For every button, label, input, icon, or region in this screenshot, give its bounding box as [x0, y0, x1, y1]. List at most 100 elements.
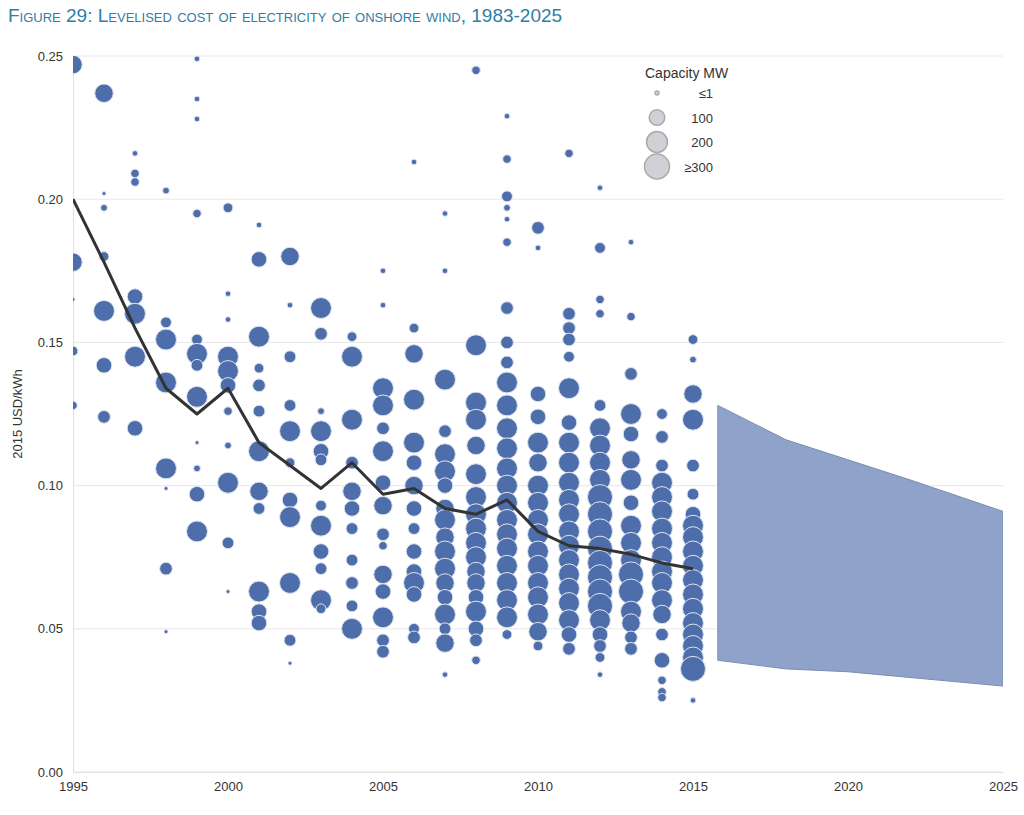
grid-line	[73, 342, 1003, 343]
bubble	[73, 253, 82, 271]
bubble	[439, 623, 451, 635]
bubble	[379, 542, 387, 550]
bubble	[503, 155, 511, 163]
tick-label: 0.25	[38, 49, 63, 64]
bubble	[282, 492, 298, 508]
bubble	[187, 521, 208, 542]
bubble	[284, 634, 296, 646]
bubble	[497, 395, 518, 416]
bubble	[156, 458, 177, 479]
bubble	[73, 297, 75, 301]
bubble	[408, 523, 420, 535]
bubble	[373, 441, 394, 462]
bubble	[529, 622, 547, 640]
bubble	[226, 590, 230, 594]
tick-label: 2010	[524, 779, 553, 794]
bubble	[73, 401, 77, 409]
bubble	[404, 432, 425, 453]
bubble	[311, 421, 332, 442]
bubble	[406, 544, 422, 560]
tick-label: 2005	[369, 779, 398, 794]
bubble	[377, 634, 390, 647]
bubble	[533, 641, 543, 651]
bubble	[225, 291, 231, 297]
tick-label: 0.20	[38, 192, 63, 207]
legend-marker	[655, 91, 659, 95]
bubble	[529, 453, 547, 471]
x-axis: 1995200020052010201520202025	[59, 772, 1018, 794]
bubble	[315, 563, 327, 575]
y-tick: 0.25	[38, 49, 73, 64]
bubble	[223, 203, 233, 213]
bubbles	[73, 56, 706, 703]
bubble	[251, 252, 267, 268]
bubble	[442, 268, 448, 274]
bubble	[164, 486, 168, 490]
bubble	[561, 627, 577, 643]
bubble	[681, 656, 706, 681]
x-tick: 2005	[369, 772, 398, 794]
bubble	[621, 404, 642, 425]
bubble	[625, 368, 638, 381]
bubble	[94, 300, 115, 321]
bubble	[96, 358, 112, 374]
bubble	[280, 507, 301, 528]
bubble	[502, 630, 512, 640]
bubble	[530, 409, 546, 425]
bubble	[347, 332, 357, 342]
tick-label: 1995	[59, 779, 88, 794]
bubble	[380, 268, 386, 274]
bubble	[131, 169, 139, 177]
bubble	[623, 495, 639, 511]
bubble	[628, 239, 634, 245]
bubble	[687, 488, 699, 500]
bubble	[280, 573, 301, 594]
legend-marker	[649, 110, 665, 126]
bubble	[377, 422, 390, 435]
y-tick: 0.10	[38, 478, 73, 493]
bubble	[653, 605, 671, 623]
bubble	[73, 56, 82, 74]
bubble	[218, 472, 239, 493]
bubble	[687, 459, 700, 472]
bubble	[594, 400, 606, 412]
bubble	[73, 346, 78, 356]
bubble	[163, 187, 170, 194]
bubble	[657, 409, 668, 420]
bubble	[559, 432, 580, 453]
bubble	[690, 356, 697, 363]
axis-line	[73, 57, 74, 773]
bubble	[377, 528, 390, 541]
x-tick: 1995	[59, 772, 88, 794]
bubble	[253, 379, 266, 392]
bubble	[470, 634, 483, 647]
average-line	[73, 199, 693, 568]
bubble	[251, 615, 267, 631]
bubble	[504, 113, 510, 119]
bubble	[346, 600, 358, 612]
bubble	[437, 590, 453, 606]
legend: Capacity MW≤1100200≥300	[645, 65, 730, 179]
bubble	[125, 346, 146, 367]
bubble	[472, 656, 480, 664]
bubble	[561, 415, 577, 431]
bubble	[377, 645, 390, 658]
bubble	[311, 515, 332, 536]
bubble	[316, 604, 326, 614]
x-tick: 2010	[524, 772, 553, 794]
bubble	[288, 661, 292, 665]
x-tick: 2015	[679, 772, 708, 794]
bubble	[466, 601, 487, 622]
bubble	[405, 345, 423, 363]
bubble	[622, 614, 640, 632]
bubble	[313, 544, 329, 560]
bubble	[690, 698, 696, 704]
bubble	[627, 312, 635, 320]
bubble	[466, 464, 487, 485]
bubble	[437, 478, 453, 494]
bubble	[435, 369, 456, 390]
bubble	[315, 327, 328, 340]
bubble	[284, 400, 296, 412]
tick-label: 0.00	[38, 765, 63, 780]
bubble	[346, 577, 359, 590]
